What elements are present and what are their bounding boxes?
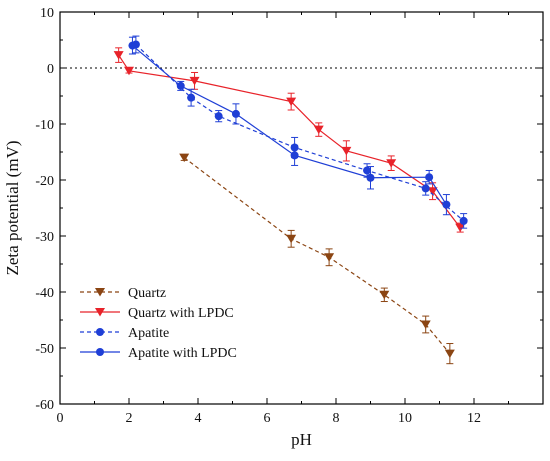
data-point xyxy=(420,320,431,329)
data-point xyxy=(379,290,390,300)
legend-marker xyxy=(95,308,105,317)
y-tick-label: -20 xyxy=(35,174,54,189)
legend: Quartz Quartz with LPDC Apatite Apatite wit… xyxy=(80,286,237,361)
legend-marker xyxy=(96,328,104,336)
data-point xyxy=(124,66,134,76)
series-line xyxy=(135,44,465,222)
x-tick-label: 4 xyxy=(195,411,202,426)
legend-entry-1: Quartz with LPDC xyxy=(80,306,234,321)
axes-layer: 0 2 4 6 8 10 12 10 0 -10 -20 -30 -40 -50 -60 xyxy=(35,6,544,426)
data-point xyxy=(286,97,297,107)
data-point xyxy=(341,146,352,156)
data-point xyxy=(214,112,223,121)
data-point xyxy=(290,151,299,160)
legend-label: Quartz xyxy=(128,286,166,301)
data-point xyxy=(176,81,185,90)
data-point xyxy=(231,109,240,118)
x-tick-label: 8 xyxy=(333,411,340,426)
data-point xyxy=(313,125,324,135)
series-2 xyxy=(131,35,468,229)
legend-label: Apatite xyxy=(128,326,169,341)
x-tick-label: 2 xyxy=(126,411,133,426)
legend-marker xyxy=(95,288,105,297)
x-tick-label: 0 xyxy=(57,411,64,426)
data-point xyxy=(421,184,430,193)
y-tick-label: 0 xyxy=(47,62,54,77)
legend-entry-3: Apatite with LPDC xyxy=(80,346,237,361)
series-3 xyxy=(128,36,451,216)
series-line xyxy=(118,54,461,228)
data-point xyxy=(386,159,397,168)
legend-marker xyxy=(96,348,104,356)
y-tick-label: 10 xyxy=(40,6,54,21)
data-point xyxy=(187,93,196,102)
data-point xyxy=(442,200,451,209)
legend-entry-0: Quartz xyxy=(80,286,166,301)
legend-label: Apatite with LPDC xyxy=(128,346,237,361)
x-tick-label: 10 xyxy=(398,411,412,426)
y-tick-label: -60 xyxy=(35,398,54,413)
data-point xyxy=(425,173,434,182)
series-1 xyxy=(113,47,466,233)
data-point xyxy=(128,41,137,50)
data-point xyxy=(179,153,190,163)
x-tick-label: 6 xyxy=(264,411,271,426)
data-point xyxy=(444,349,455,359)
series-0 xyxy=(179,153,455,365)
series-layer xyxy=(113,35,468,365)
y-tick-label: -30 xyxy=(35,230,54,245)
y-tick-label: -50 xyxy=(35,342,54,357)
data-point xyxy=(113,51,124,60)
x-axis-label: pH xyxy=(291,430,312,449)
x-tick-label: 12 xyxy=(467,411,481,426)
data-point xyxy=(366,173,375,182)
data-point xyxy=(459,216,468,225)
y-tick-label: -40 xyxy=(35,286,54,301)
legend-entry-2: Apatite xyxy=(80,326,169,341)
y-tick-label: -10 xyxy=(35,118,54,133)
data-point xyxy=(189,76,200,86)
data-point xyxy=(324,253,335,262)
series-line xyxy=(183,157,451,354)
data-point xyxy=(286,234,297,244)
data-point xyxy=(363,166,372,175)
data-point xyxy=(427,187,438,196)
legend-label: Quartz with LPDC xyxy=(128,306,234,321)
y-axis-label: Zeta potential (mV) xyxy=(3,140,22,275)
